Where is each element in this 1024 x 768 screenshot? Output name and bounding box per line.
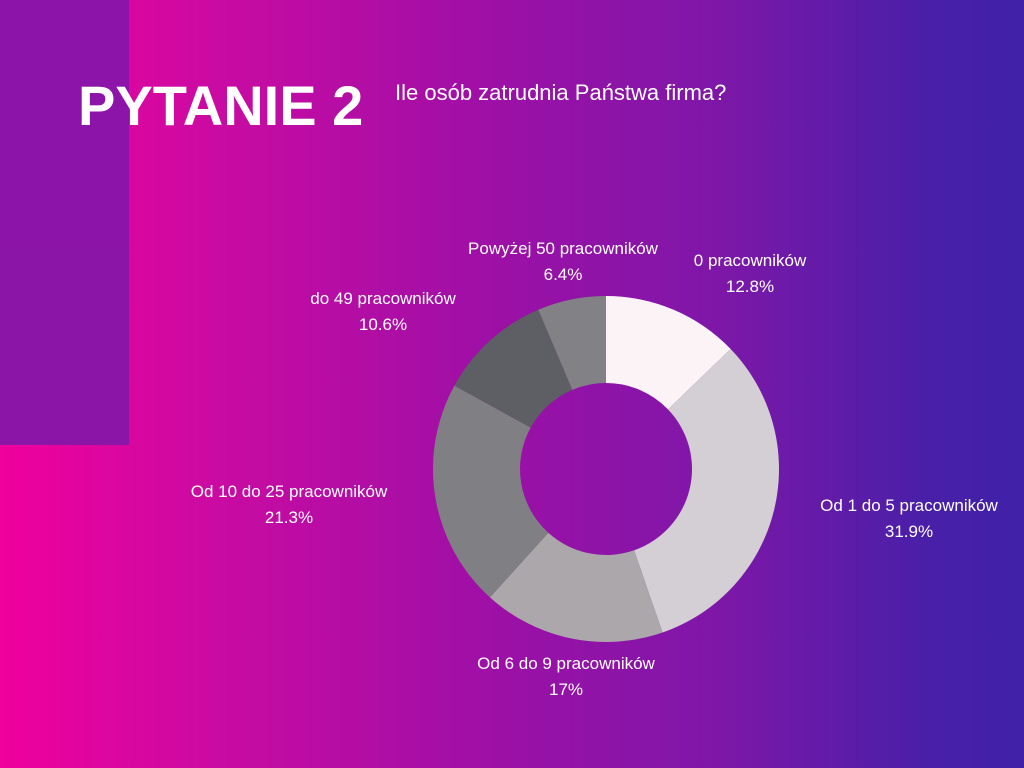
- slice-category-label: Od 1 do 5 pracowników: [820, 496, 998, 515]
- slice-value-label: 10.6%: [358, 315, 408, 334]
- slice-label-do-49-pracownik-w: do 49 pracowników 10.6%: [310, 286, 456, 338]
- slice-value-label: 6.4%: [543, 265, 583, 284]
- slice-label-od-6-do-9-pracownik-w: Od 6 do 9 pracowników 17%: [477, 651, 655, 703]
- slice-category-label: Od 10 do 25 pracowników: [190, 482, 388, 501]
- slice-label-powy-ej-50-pracownik-w: Powyżej 50 pracowników 6.4%: [468, 236, 658, 288]
- donut-slice-powy-ej-50-pracownik-w: [538, 296, 606, 390]
- decorative-side-panel: [0, 0, 129, 445]
- slice-category-label: 0 pracowników: [693, 251, 807, 270]
- slice-category-label: Od 6 do 9 pracowników: [477, 654, 655, 673]
- slice-value-label: 31.9%: [884, 522, 934, 541]
- slice-label-od-10-do-25-pracownik-w: Od 10 do 25 pracowników 21.3%: [191, 479, 388, 531]
- slice-value-label: 12.8%: [725, 277, 775, 296]
- slice-label-0-pracownik-w: 0 pracowników 12.8%: [694, 248, 806, 300]
- donut-slice-do-49-pracownik-w: [454, 309, 573, 428]
- slide-title: PYTANIE 2: [78, 74, 364, 137]
- slice-label-od-1-do-5-pracownik-w: Od 1 do 5 pracowników 31.9%: [820, 493, 998, 545]
- donut-slice-0-pracownik-w: [606, 296, 731, 410]
- slice-value-label: 21.3%: [264, 508, 314, 527]
- donut-slice-od-1-do-5-pracownik-w: [634, 348, 779, 633]
- slice-value-label: 17%: [548, 680, 584, 699]
- donut-slice-od-6-do-9-pracownik-w: [489, 532, 663, 642]
- question-text: Ile osób zatrudnia Państwa firma?: [395, 80, 727, 105]
- slice-category-label: do 49 pracowników: [310, 289, 456, 308]
- slice-category-label: Powyżej 50 pracowników: [468, 239, 658, 258]
- donut-slice-od-10-do-25-pracownik-w: [433, 385, 549, 598]
